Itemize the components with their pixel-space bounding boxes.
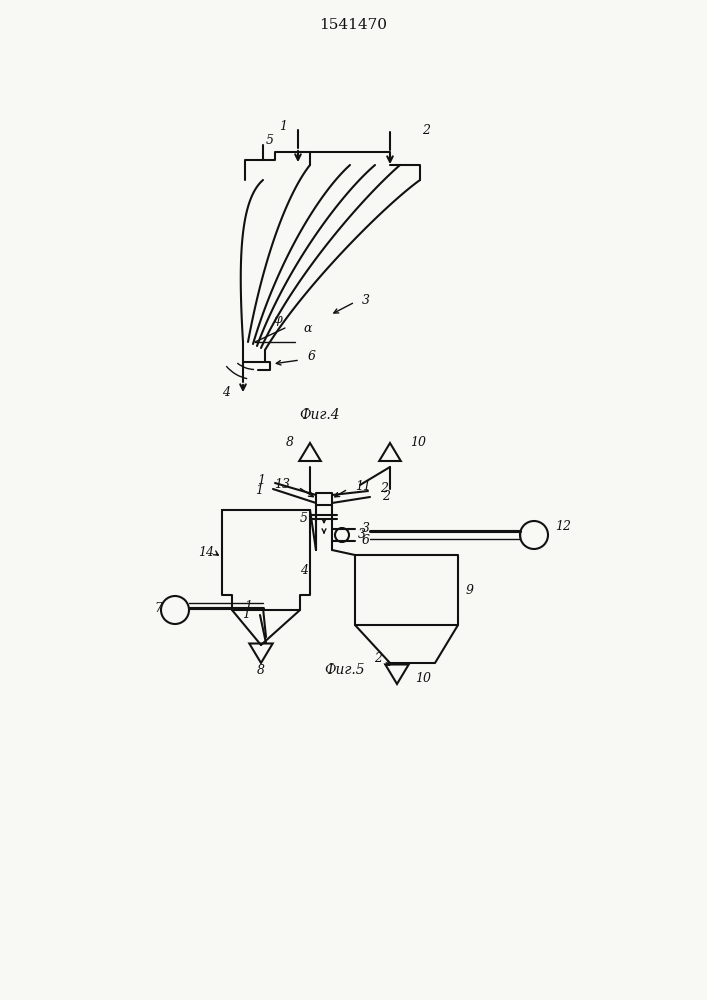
Text: 12: 12 [555, 520, 571, 534]
Text: 5: 5 [300, 512, 308, 524]
Polygon shape [250, 644, 273, 663]
Text: 1: 1 [255, 485, 263, 497]
Polygon shape [299, 443, 321, 461]
Text: 3: 3 [362, 294, 370, 306]
Text: 2: 2 [382, 489, 390, 502]
Polygon shape [385, 664, 409, 684]
Text: 5: 5 [266, 133, 274, 146]
Text: 3: 3 [362, 522, 370, 534]
Text: 13: 13 [274, 479, 290, 491]
Text: 1: 1 [244, 600, 252, 613]
Text: 2: 2 [380, 483, 388, 495]
Polygon shape [379, 443, 401, 461]
Text: 10: 10 [415, 672, 431, 686]
Text: 6: 6 [308, 351, 316, 363]
Text: 7: 7 [154, 601, 162, 614]
Text: 8: 8 [286, 436, 294, 450]
Text: 2: 2 [374, 652, 382, 666]
Text: 4: 4 [222, 386, 230, 399]
Text: 1: 1 [242, 608, 250, 621]
Text: 1: 1 [257, 474, 265, 487]
Text: 11: 11 [355, 481, 371, 493]
Text: 10: 10 [410, 436, 426, 450]
Text: 1541470: 1541470 [319, 18, 387, 32]
Text: Фиг.4: Фиг.4 [300, 408, 340, 422]
Text: 3: 3 [358, 528, 366, 542]
Text: 14: 14 [198, 546, 214, 559]
Text: 4: 4 [300, 564, 308, 576]
Text: α: α [304, 322, 312, 334]
Text: 9: 9 [466, 584, 474, 596]
Text: 2: 2 [422, 123, 430, 136]
Text: 1: 1 [279, 119, 287, 132]
Text: 8: 8 [257, 664, 265, 676]
Text: φ: φ [274, 314, 282, 326]
Text: Фиг.5: Фиг.5 [325, 663, 366, 677]
Text: 6: 6 [362, 534, 370, 548]
